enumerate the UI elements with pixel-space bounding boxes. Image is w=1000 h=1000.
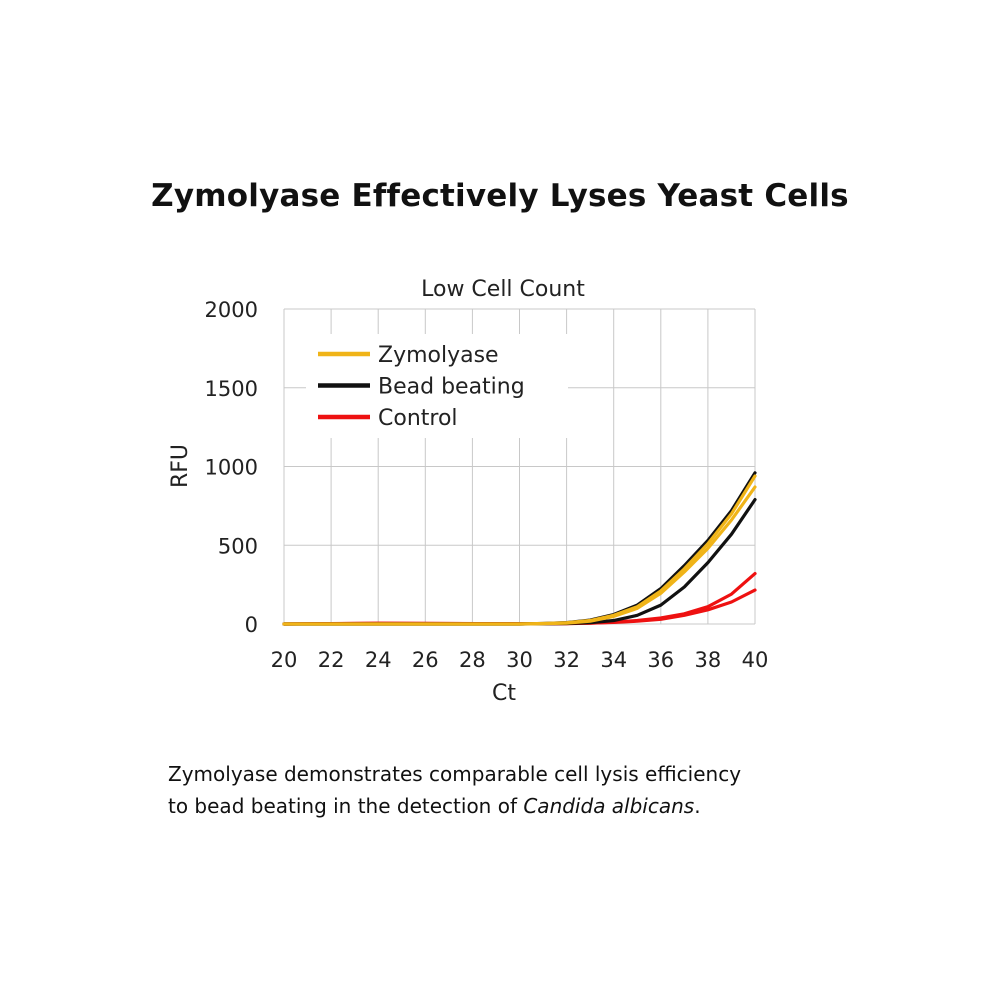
x-axis-label: Ct [492,681,516,706]
x-tick-label: 22 [318,648,345,672]
chart-headline: Zymolyase Effectively Lyses Yeast Cells [151,178,849,214]
x-tick-label: 24 [365,648,392,672]
x-tick-label: 26 [412,648,439,672]
tick-labels: 20 22 24 26 28 30 32 34 36 38 40 0 500 1000 1500 2000 [205,298,769,672]
legend-label: Zymolyase [378,343,499,368]
y-tick-label: 1500 [205,377,258,401]
legend-label: Bead beating [378,375,525,400]
caption-line-1: Zymolyase demonstrates comparable cell l… [168,762,742,786]
series-layer [282,471,757,626]
x-tick-label: 36 [647,648,674,672]
y-tick-label: 2000 [205,298,258,322]
x-tick-label: 28 [459,648,486,672]
caption-line-2-prefix: to bead beating in the detection of [168,794,524,818]
series-line-zymolyase [282,485,757,626]
chart-caption: Zymolyase demonstrates comparable cell l… [168,758,888,822]
plot-title: Low Cell Count [421,277,585,302]
y-axis-label: RFU [168,444,193,488]
y-tick-label: 0 [245,613,258,637]
legend: Zymolyase Bead beating Control [306,334,568,438]
x-tick-label: 40 [742,648,769,672]
x-tick-label: 20 [271,648,298,672]
x-tick-label: 32 [553,648,580,672]
legend-label: Control [378,406,458,431]
y-tick-label: 500 [218,534,258,558]
x-tick-label: 34 [600,648,627,672]
caption-species: Candida albicans [523,794,695,818]
x-tick-label: 30 [506,648,533,672]
x-tick-label: 38 [695,648,722,672]
caption-line-2-suffix: . [694,794,701,818]
y-tick-label: 1000 [205,456,258,480]
